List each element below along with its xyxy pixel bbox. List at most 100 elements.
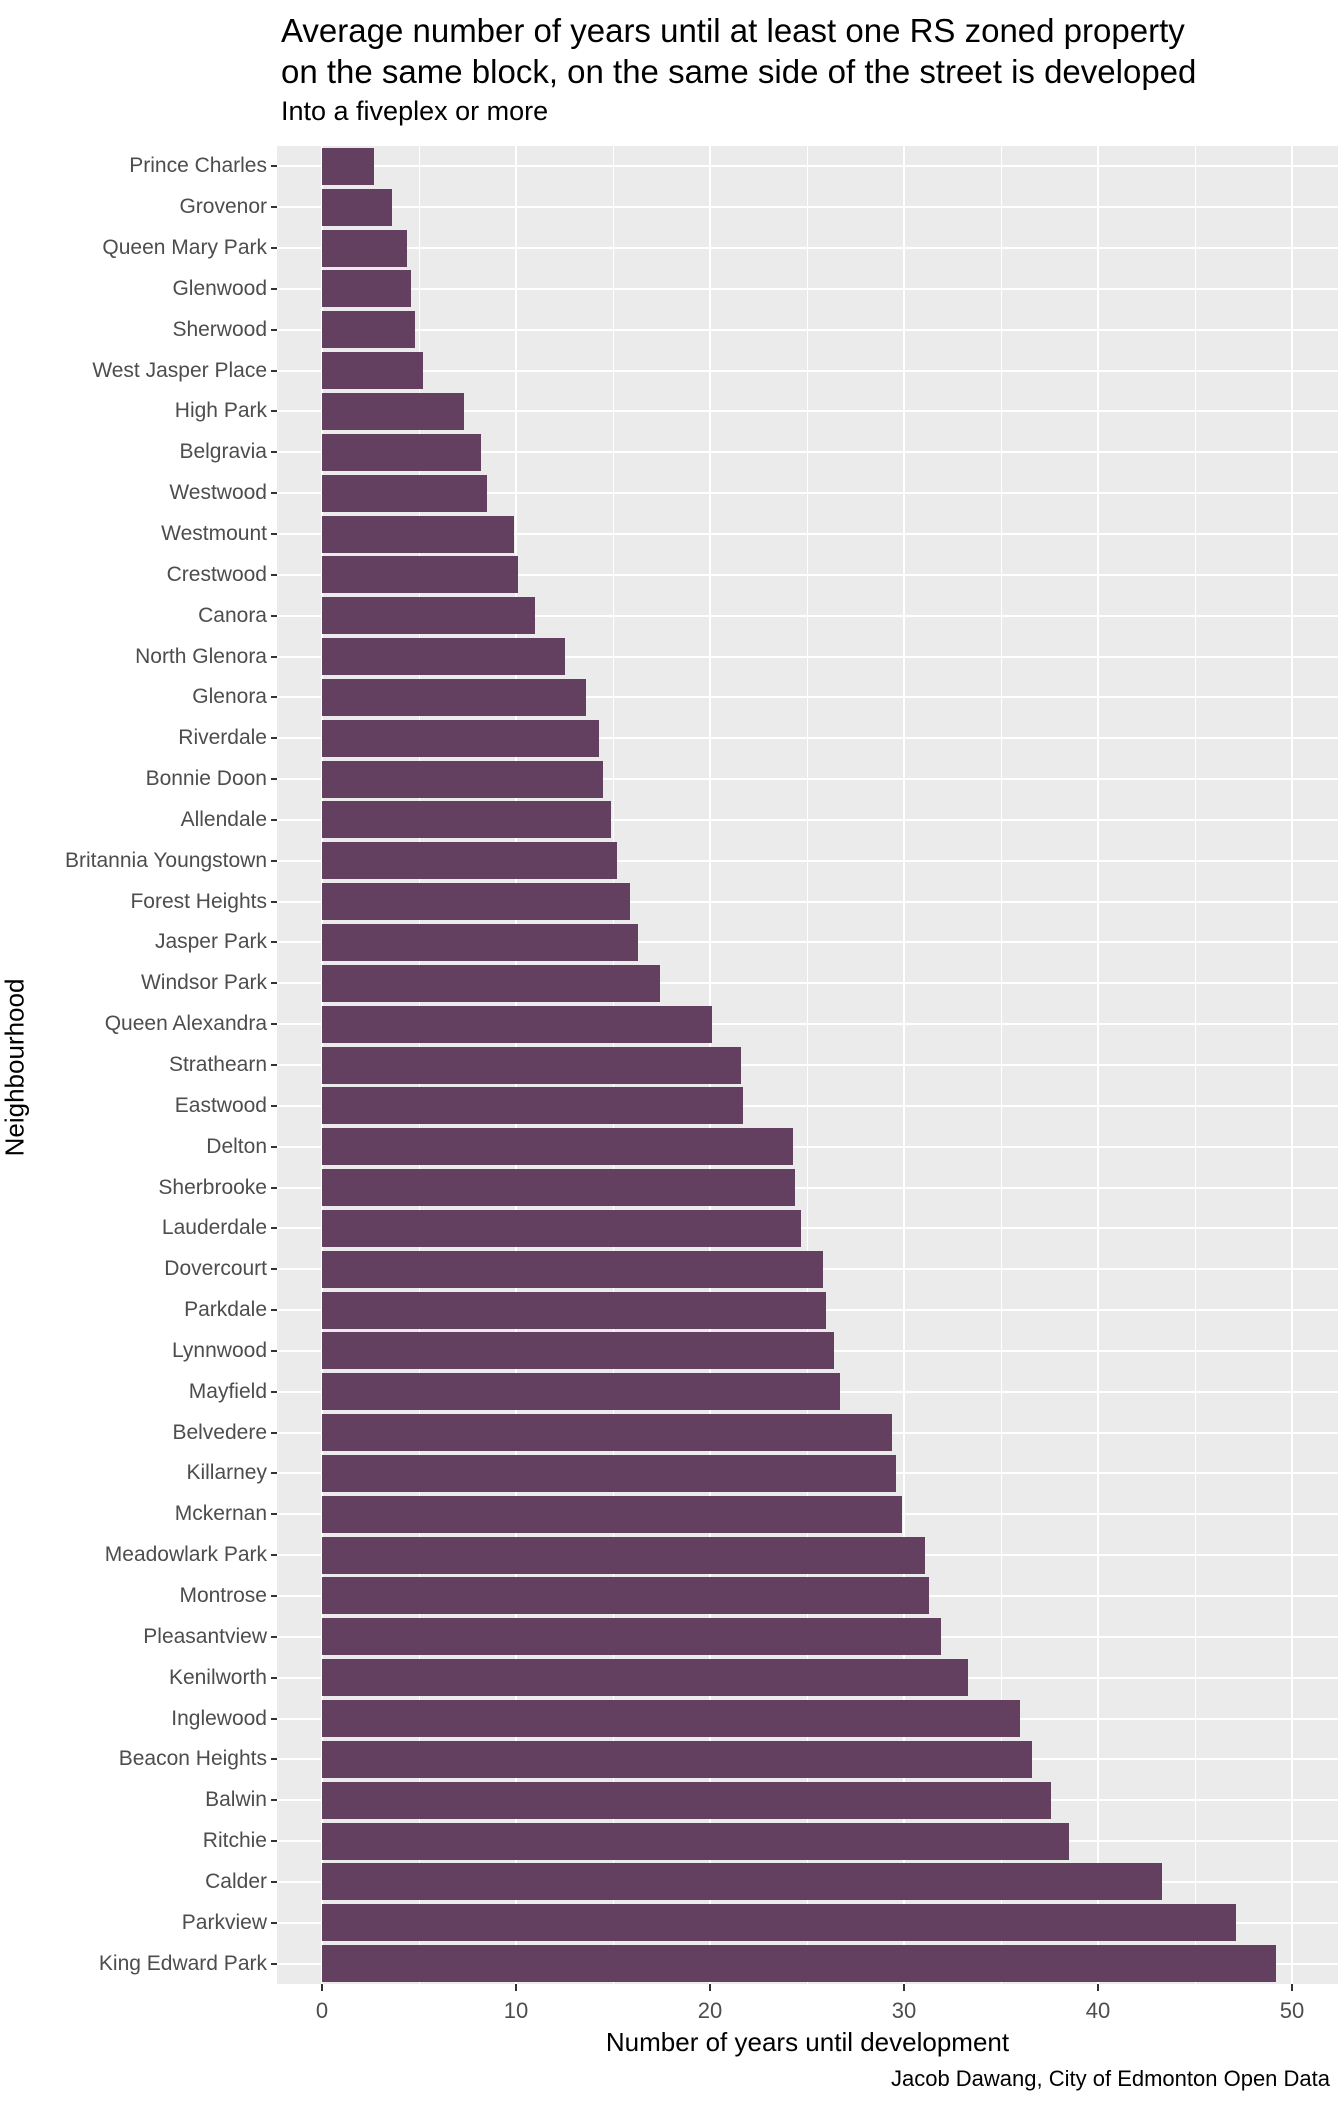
y-tick-mark [271, 614, 277, 617]
bar-britannia-youngstown [322, 842, 617, 880]
x-minor-gridline [1195, 146, 1196, 1984]
bar-windsor-park [322, 964, 660, 1002]
bar-parkdale [322, 1291, 827, 1329]
y-tick-mark [271, 655, 277, 658]
bar-crestwood [322, 556, 518, 594]
y-tick-label: North Glenora [135, 644, 267, 668]
chart-title: Average number of years until at least o… [281, 10, 1196, 92]
y-tick-label: Inglewood [171, 1706, 267, 1730]
y-tick-label: Britannia Youngstown [65, 848, 267, 872]
x-tick-label: 20 [697, 1998, 723, 2023]
y-tick-label: Crestwood [166, 562, 267, 586]
y-tick-label: Glenwood [172, 276, 267, 300]
chart-title-line1: Average number of years until at least o… [281, 12, 1185, 49]
x-tick-mark [1097, 1984, 1099, 1991]
y-tick-mark [271, 1023, 277, 1026]
y-tick-label: Montrose [179, 1583, 267, 1607]
bar-belvedere [322, 1414, 893, 1452]
y-tick-label: Allendale [180, 807, 267, 831]
bar-strathearn [322, 1046, 742, 1084]
bar-glenwood [322, 270, 412, 308]
bar-inglewood [322, 1700, 1021, 1737]
y-tick-label: Eastwood [174, 1093, 267, 1117]
bar-queen-alexandra [322, 1005, 712, 1043]
y-tick-mark [271, 1799, 277, 1802]
y-tick-label: Glenora [192, 685, 267, 709]
y-tick-mark [271, 165, 277, 168]
x-major-gridline [1291, 146, 1293, 1984]
bar-mckernan [322, 1495, 903, 1533]
x-tick-mark [1291, 1984, 1293, 1991]
bar-westmount [322, 515, 515, 553]
x-minor-gridline [807, 146, 808, 1984]
y-tick-mark [271, 1594, 277, 1597]
y-tick-label: Parkview [181, 1910, 267, 1934]
bar-dovercourt [322, 1250, 823, 1288]
y-tick-label: Sherwood [172, 317, 267, 341]
y-tick-mark [271, 1104, 277, 1107]
x-tick-mark [515, 1984, 517, 1991]
y-tick-mark [271, 696, 277, 699]
y-tick-label: Forest Heights [130, 889, 267, 913]
bar-sherwood [322, 311, 416, 349]
y-tick-mark [271, 1758, 277, 1761]
y-tick-label: Riverdale [178, 726, 267, 750]
y-tick-label: Queen Mary Park [102, 236, 267, 260]
y-tick-mark [271, 1390, 277, 1393]
y-tick-mark [271, 410, 277, 413]
bar-belgravia [322, 433, 482, 471]
bar-queen-mary-park [322, 229, 408, 267]
y-tick-mark [271, 1268, 277, 1271]
y-tick-mark [271, 1472, 277, 1475]
y-tick-mark [271, 1717, 277, 1720]
y-tick-mark [271, 206, 277, 209]
bar-eastwood [322, 1087, 743, 1125]
y-tick-mark [271, 1513, 277, 1516]
y-tick-mark [271, 818, 277, 821]
y-tick-label: Lynnwood [172, 1338, 267, 1362]
y-tick-mark [271, 1554, 277, 1557]
y-tick-mark [271, 369, 277, 372]
y-tick-mark [271, 1431, 277, 1434]
bar-meadowlark-park [322, 1536, 926, 1574]
chart-title-line2: on the same block, on the same side of t… [281, 53, 1197, 90]
y-tick-label: Queen Alexandra [104, 1012, 267, 1036]
y-tick-mark [271, 328, 277, 331]
y-tick-label: Calder [205, 1869, 267, 1893]
y-tick-mark [271, 941, 277, 944]
y-tick-label: High Park [174, 399, 267, 423]
y-tick-mark [271, 1145, 277, 1148]
y-tick-label: Meadowlark Park [104, 1543, 267, 1567]
y-tick-mark [271, 1349, 277, 1352]
bar-westwood [322, 474, 487, 512]
x-minor-gridline [1001, 146, 1002, 1984]
y-tick-label: Beacon Heights [118, 1747, 267, 1771]
bar-glenora [322, 678, 586, 716]
bar-parkview [322, 1904, 1236, 1942]
caption: Jacob Dawang, City of Edmonton Open Data [890, 2066, 1330, 2091]
y-tick-mark [271, 1064, 277, 1066]
bar-king-edward-park [322, 1945, 1277, 1983]
bar-high-park [322, 392, 464, 430]
y-tick-label: Ritchie [202, 1829, 267, 1853]
bar-lynnwood [322, 1332, 835, 1370]
x-tick-label: 40 [1085, 1998, 1111, 2023]
plot-panel [277, 146, 1338, 1984]
y-tick-mark [271, 247, 277, 250]
bar-west-jasper-place [322, 352, 423, 390]
bar-bonnie-doon [322, 760, 604, 798]
bar-beacon-heights [322, 1740, 1033, 1778]
bar-allendale [322, 801, 612, 839]
y-tick-label: Grovenor [179, 195, 267, 219]
y-tick-mark [271, 982, 277, 985]
bar-riverdale [322, 719, 600, 757]
y-tick-label: Mayfield [188, 1379, 267, 1403]
y-tick-mark [271, 533, 277, 536]
bar-ritchie [322, 1822, 1069, 1860]
y-tick-mark [271, 1309, 277, 1312]
y-tick-label: Pleasantview [143, 1624, 267, 1648]
y-tick-mark [271, 1962, 277, 1965]
bar-delton [322, 1128, 794, 1166]
bar-grovenor [322, 188, 392, 226]
x-tick-label: 10 [503, 1998, 529, 2023]
